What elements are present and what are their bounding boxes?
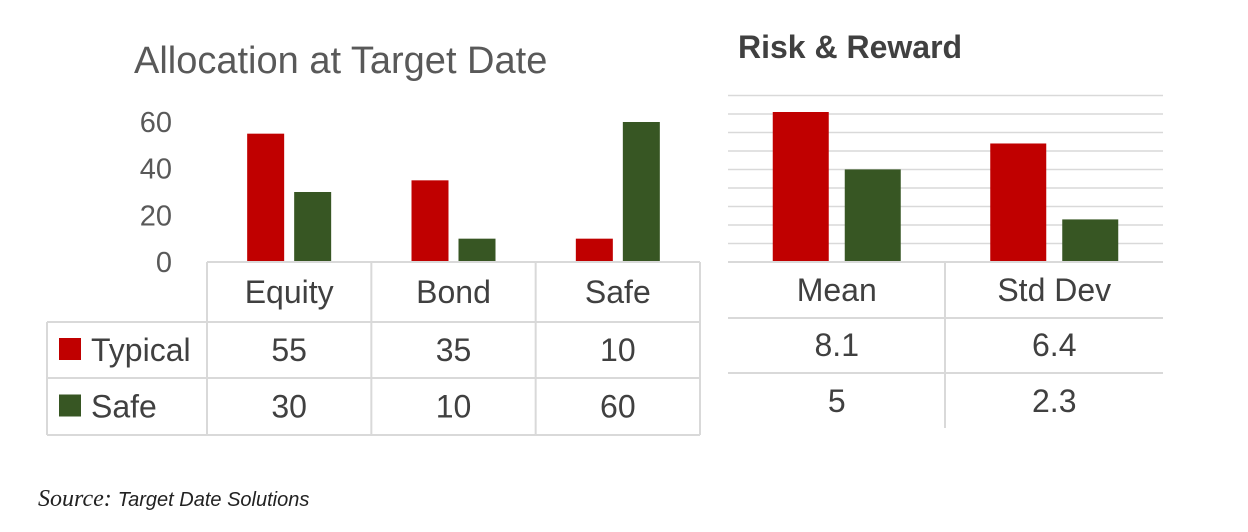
category-label: Bond xyxy=(416,274,491,310)
category-label: Equity xyxy=(245,274,334,310)
data-label: 8.1 xyxy=(815,327,859,363)
data-label: 60 xyxy=(600,389,636,425)
source-value: Target Date Solutions xyxy=(117,489,310,511)
bar-series2-mean xyxy=(844,169,901,262)
legend-swatch-safe xyxy=(59,394,81,417)
y-tick-label: 40 xyxy=(140,154,172,186)
bar-series1-std-dev xyxy=(990,143,1047,262)
risk-reward-chart: Mean Std Dev 8.1 6.4 5 2.3 xyxy=(728,94,1163,428)
bar-safe-safe xyxy=(622,122,660,262)
legend-label: Safe xyxy=(91,389,157,425)
risk-reward-chart-title: Risk & Reward xyxy=(738,29,962,65)
chart-canvas: Allocation at Target Date Risk & Reward … xyxy=(46,29,1163,436)
data-label: 35 xyxy=(436,332,472,368)
y-tick-label: 0 xyxy=(156,247,172,279)
category-label: Std Dev xyxy=(997,272,1111,308)
bar-typical-safe xyxy=(575,238,613,262)
legend-label: Typical xyxy=(91,332,191,368)
y-tick-label: 60 xyxy=(140,107,172,139)
data-label: 2.3 xyxy=(1032,383,1076,419)
bar-series2-std-dev xyxy=(1062,219,1119,262)
bar-safe-equity xyxy=(294,192,332,262)
allocation-chart-title: Allocation at Target Date xyxy=(134,40,547,82)
data-label: 30 xyxy=(271,389,307,425)
bar-series1-mean xyxy=(772,112,829,262)
data-label: 10 xyxy=(600,332,636,368)
allocation-chart: 0 20 40 60 Equity Bond Safe Typical 55 35 10 Safe 30… xyxy=(46,107,701,436)
source-label: Source: xyxy=(38,486,112,512)
source-note: Source: Target Date Solutions xyxy=(38,486,309,513)
data-label: 55 xyxy=(271,332,307,368)
data-label: 6.4 xyxy=(1032,327,1076,363)
data-label: 10 xyxy=(436,389,472,425)
data-label: 5 xyxy=(828,383,846,419)
bar-typical-bond xyxy=(411,180,449,262)
category-label: Mean xyxy=(797,272,877,308)
bar-typical-equity xyxy=(247,133,285,262)
category-label: Safe xyxy=(585,274,651,310)
legend-swatch-typical xyxy=(59,338,81,360)
bar-safe-bond xyxy=(458,238,496,262)
y-tick-label: 20 xyxy=(140,200,172,232)
